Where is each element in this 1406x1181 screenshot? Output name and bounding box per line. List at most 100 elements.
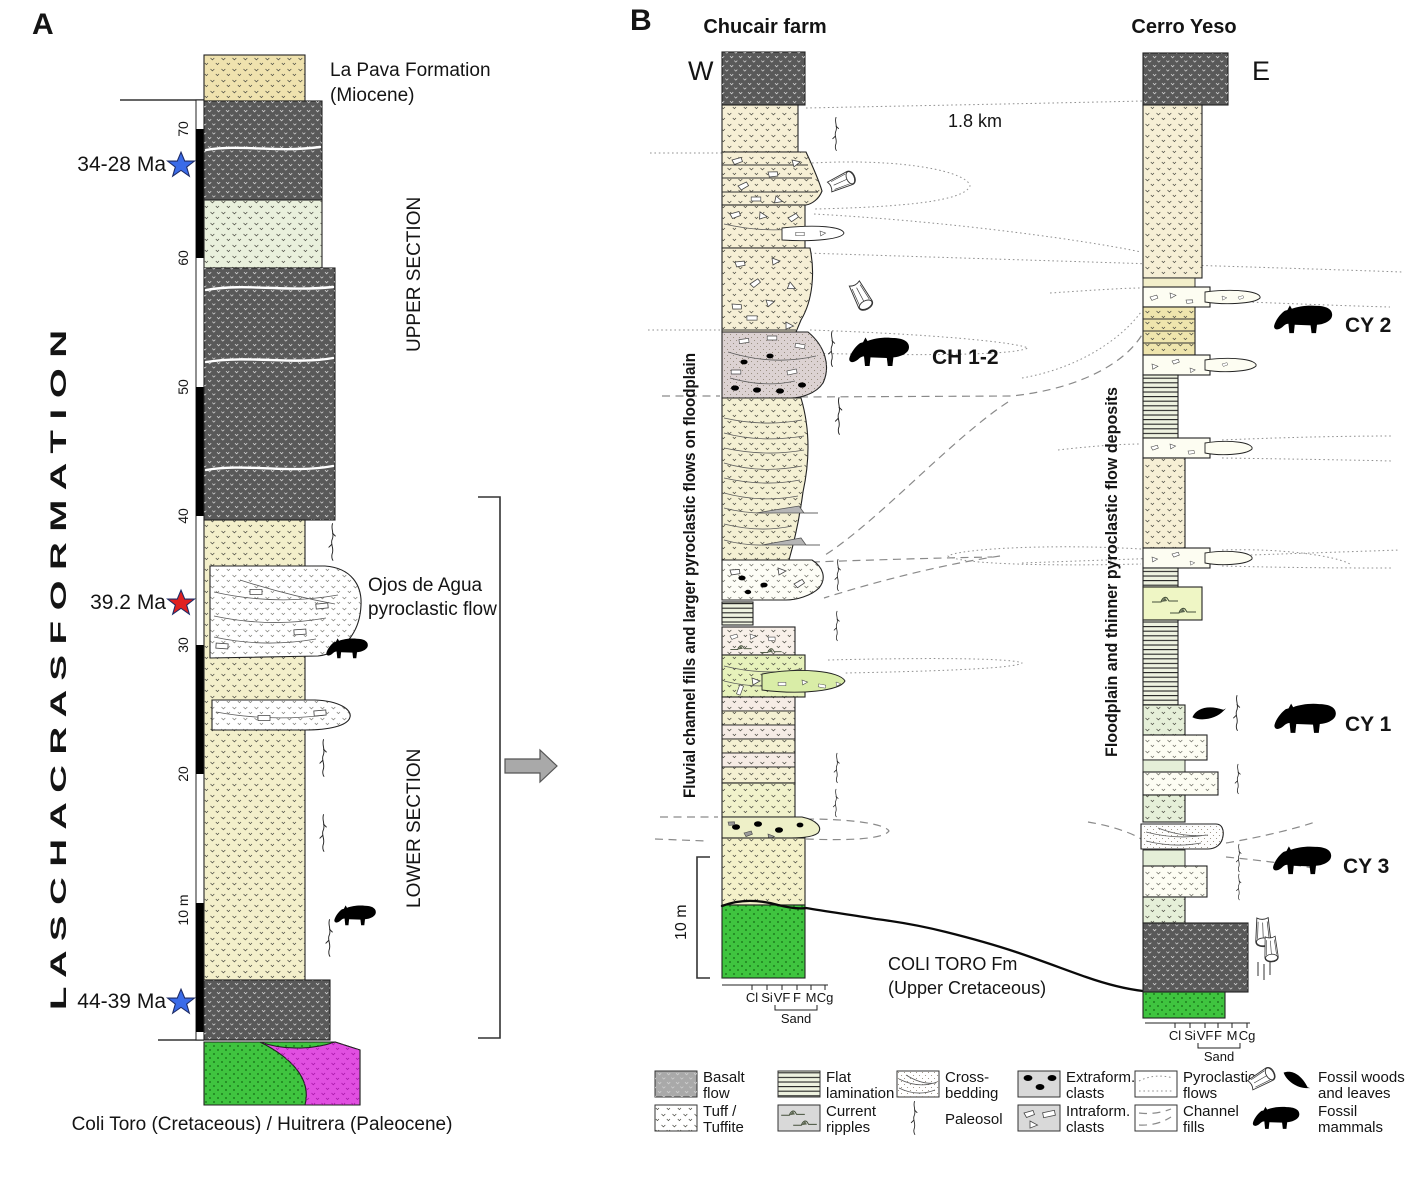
- legend-label: clasts: [1066, 1085, 1104, 1102]
- unit-la-pava: [203, 54, 306, 102]
- ojos-label-1: Ojos de Agua: [368, 575, 483, 596]
- age-middle-star-icon: [166, 589, 196, 615]
- legend-paleosol: Paleosol: [910, 1100, 1003, 1136]
- chucair-lens-bed: [721, 204, 845, 249]
- chucair-yellow-tuff: [721, 837, 806, 906]
- paleosol-icon: [828, 331, 836, 367]
- legend-label: flows: [1183, 1085, 1217, 1102]
- cy-cream-tuff-2: [1142, 457, 1186, 549]
- paleosol-icon: [1235, 873, 1242, 901]
- grain-tick: F: [1214, 1028, 1222, 1043]
- scale-10m-label: 10 m: [673, 904, 690, 940]
- legend-label: Tuff /: [703, 1103, 737, 1120]
- cerro-yeso-title: Cerro Yeso: [1131, 16, 1236, 38]
- scale-tick-10m: 10 m: [175, 894, 191, 925]
- legend-label: and leaves: [1318, 1085, 1391, 1102]
- paleosol-icon: [832, 116, 840, 152]
- lower-section-label: LOWER SECTION: [404, 749, 425, 908]
- scale-tick-60: 60: [175, 250, 191, 266]
- paleosol-icon: [1233, 695, 1241, 731]
- chucair-scale-bar: 10 m: [673, 856, 710, 979]
- site-cy2-label: CY 2: [1345, 314, 1391, 337]
- unit-basalt-upper-2: [203, 267, 336, 521]
- grain-tick: Cl: [746, 990, 758, 1005]
- cerro-yeso-environment-label: Floodplain and thinner pyroclastic flow …: [1103, 387, 1121, 757]
- west-label: W: [688, 56, 714, 86]
- site-cy3-label: CY 3: [1343, 855, 1389, 878]
- legend-label: bedding: [945, 1085, 998, 1102]
- legend-tuff-tuffite: Tuff / Tuffite: [654, 1103, 744, 1136]
- chucair-layered-unit: [721, 696, 796, 784]
- age-bottom-star-icon: [166, 988, 196, 1014]
- age-bottom-label: 44-39 Ma: [77, 990, 166, 1013]
- cy-yellow-beds: [1142, 306, 1196, 356]
- fossil-mammal-icon: [849, 337, 909, 366]
- paleosol-icon: [325, 919, 333, 957]
- paleosol-icon: [832, 788, 839, 818]
- scale-tick-30: 30: [175, 637, 191, 653]
- ojos-de-agua-lens: [209, 565, 362, 659]
- panel-link-arrow-icon: [504, 748, 558, 784]
- panel-a-label: A: [32, 8, 54, 41]
- cy-coli-toro-base: [1142, 991, 1226, 1019]
- legend-label: clasts: [1066, 1119, 1104, 1136]
- panel-a-scale-bar: 70 60 50 40 30 20 10 m: [120, 99, 205, 1041]
- fossil-mammal-icon: [1252, 1106, 1300, 1129]
- legend-channel-fills: Channel fills: [1134, 1103, 1239, 1136]
- paleosol-icon: [328, 523, 336, 561]
- chucair-column: [721, 51, 846, 979]
- chucair-grainsize-axis: Cl Si VF F M Cg Sand: [722, 984, 833, 1026]
- chucair-crossbed-unit: [721, 397, 820, 561]
- grain-tick: VF: [1197, 1028, 1214, 1043]
- cy-pale-green-4: [1142, 849, 1186, 867]
- paleosol-icon: [833, 610, 840, 642]
- la-pava-label-2: (Miocene): [330, 85, 414, 106]
- chucair-clast-ripple-bed: [721, 626, 796, 656]
- legend-label: ripples: [826, 1119, 870, 1136]
- scale-tick-50: 50: [175, 379, 191, 395]
- chucair-icons: CH 1-2: [826, 116, 999, 818]
- coli-toro-fm-label-2: (Upper Cretaceous): [888, 978, 1046, 998]
- panel-a-column: [203, 54, 362, 1106]
- panel-b: B Chucair farm Cerro Yeso W E: [630, 4, 1403, 1064]
- fossil-mammal-icon: [1274, 703, 1336, 733]
- fossil-wood-icon: [826, 168, 858, 194]
- grain-tick: Si: [1184, 1028, 1196, 1043]
- coli-toro-fm-label-1: COLI TORO Fm: [888, 954, 1017, 974]
- legend-label: Intraform.: [1066, 1103, 1130, 1120]
- legend-cross-bedding: Cross- bedding: [896, 1069, 998, 1102]
- paleosol-icon: [910, 1100, 918, 1136]
- legend-pyroclastic-flows: Pyroclastic flows: [1134, 1069, 1256, 1102]
- chucair-coli-toro-base: [721, 904, 806, 979]
- legend-intraform-clasts: Intraform. clasts: [1017, 1103, 1130, 1136]
- cy-flat-lamination-1: [1142, 374, 1179, 439]
- cy-pale-green-5: [1142, 896, 1186, 924]
- cy-basalt-cap: [1142, 52, 1229, 106]
- coli-toro-huitrera-label: Coli Toro (Cretaceous) / Huitrera (Paleo…: [72, 1114, 453, 1135]
- chucair-pale-bed: [721, 782, 796, 818]
- age-top-star-icon: [166, 151, 196, 177]
- la-pava-label-1: La Pava Formation: [330, 60, 491, 81]
- grain-tick: F: [793, 990, 801, 1005]
- grain-tick: Cl: [1169, 1028, 1181, 1043]
- sand-label: Sand: [781, 1011, 811, 1026]
- cy-pale-green-2: [1142, 759, 1186, 773]
- cy-flat-lamination-2: [1142, 567, 1179, 588]
- cy-white-bed-3: [1142, 865, 1208, 898]
- fossil-mammal-icon: [1273, 846, 1332, 875]
- grain-tick: VF: [774, 990, 791, 1005]
- unit-green-tuff: [203, 199, 323, 269]
- legend-label: Channel: [1183, 1103, 1239, 1120]
- unit-basalt-lower: [203, 979, 331, 1041]
- legend-label: Fossil woods: [1318, 1069, 1405, 1086]
- cy-ripple-block: [1142, 586, 1203, 621]
- cy-basalt-lower: [1142, 922, 1249, 993]
- chucair-title: Chucair farm: [703, 16, 826, 38]
- legend-current-ripples: Current ripples: [777, 1103, 877, 1136]
- chucair-basalt-cap: [721, 51, 806, 106]
- chucair-ch-unit: [721, 331, 827, 399]
- panel-b-label: B: [630, 4, 652, 37]
- scale-tick-20: 20: [175, 766, 191, 782]
- cy-pale-green-1: [1142, 704, 1186, 736]
